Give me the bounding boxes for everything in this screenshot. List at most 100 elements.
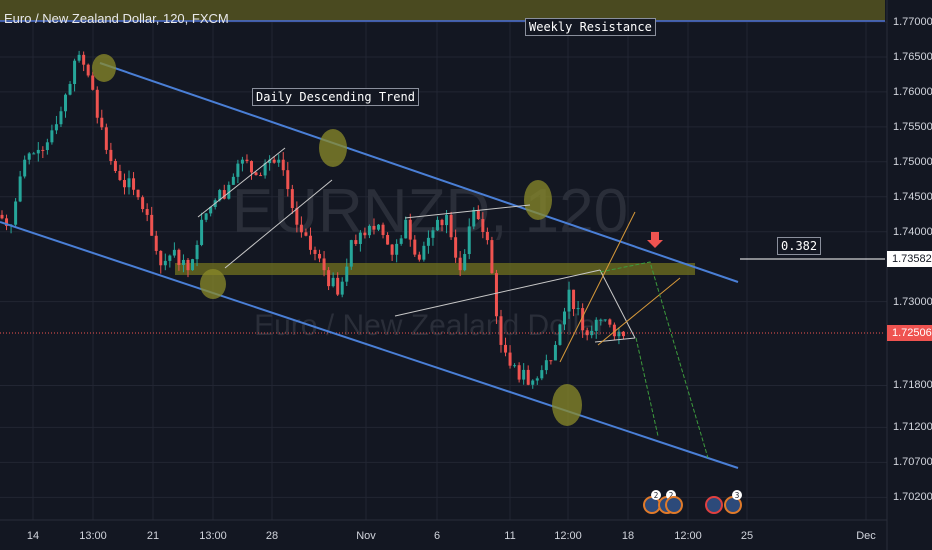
wedge-lines[interactable]	[559, 211, 681, 363]
candle-body	[18, 176, 22, 202]
candle-body	[295, 208, 299, 225]
weekly-resistance-label[interactable]: Weekly Resistance	[525, 18, 656, 36]
candle	[91, 71, 95, 91]
candle-body	[259, 175, 263, 177]
candle-body	[231, 176, 235, 185]
candle	[526, 365, 530, 386]
candle	[349, 239, 353, 270]
price-label: 1.76000	[893, 85, 932, 98]
candle-body	[599, 319, 603, 321]
candle	[272, 156, 276, 164]
price-label: 1.77000	[893, 16, 932, 28]
time-label: 21	[146, 530, 160, 542]
highlight-circle	[552, 384, 582, 426]
candle-body	[304, 232, 308, 236]
candle	[240, 156, 244, 172]
price-label: 1.74000	[893, 225, 932, 238]
candle-body	[581, 308, 585, 331]
time-label: 12:00	[674, 530, 702, 542]
candle	[77, 50, 81, 63]
candle-body	[435, 219, 439, 231]
projection-arrows[interactable]	[599, 261, 709, 459]
candle	[177, 248, 181, 271]
candle-body	[504, 344, 508, 353]
candle-body	[236, 163, 240, 177]
candle-body	[32, 153, 36, 155]
candle-body	[494, 273, 498, 317]
candle-body	[336, 277, 340, 295]
candle	[313, 246, 317, 261]
candle	[73, 58, 77, 92]
candle	[395, 239, 399, 263]
candle-body	[82, 54, 86, 65]
candle	[549, 360, 553, 365]
candle-body	[395, 243, 399, 255]
lower-channel-line[interactable]	[0, 221, 739, 469]
candle-body	[608, 319, 612, 325]
candle	[268, 155, 272, 171]
candle-body	[445, 214, 449, 226]
daily-trend-label[interactable]: Daily Descending Trend	[252, 88, 419, 106]
time-label: 13:00	[199, 530, 227, 542]
candle-body	[331, 277, 335, 287]
candle-body	[86, 64, 90, 76]
candle-body	[59, 111, 63, 125]
candle	[64, 93, 68, 118]
candle	[576, 300, 580, 316]
candle	[494, 269, 498, 324]
candle	[54, 115, 58, 135]
candle	[504, 337, 508, 357]
candle	[417, 251, 421, 262]
economic-events[interactable]: 2 2 3	[643, 490, 742, 514]
event-flag-icon[interactable]	[665, 496, 683, 514]
candle	[5, 214, 9, 231]
candle	[41, 146, 45, 159]
upper-channel-line[interactable]	[99, 62, 739, 283]
candle-body	[150, 214, 154, 236]
candle-body	[526, 369, 530, 385]
event-count: 3	[735, 491, 740, 500]
weekly-resistance-zone[interactable]	[0, 0, 885, 21]
time-label: 13:00	[79, 530, 107, 542]
candle	[286, 162, 290, 197]
candle-body	[0, 214, 4, 219]
candle	[122, 173, 126, 195]
candle-body	[327, 270, 331, 287]
candle	[259, 172, 263, 177]
event-flag-icon[interactable]: 2	[643, 490, 661, 514]
candle	[249, 160, 253, 180]
candle	[195, 240, 199, 267]
candle	[231, 173, 235, 185]
candle	[358, 230, 362, 252]
candle-body	[68, 84, 72, 95]
candle-body	[122, 179, 126, 188]
candle-body	[377, 224, 381, 230]
candle	[204, 212, 208, 223]
candle	[608, 318, 612, 328]
candle	[200, 212, 204, 247]
candle-body	[549, 360, 553, 362]
candle	[372, 218, 376, 235]
grid	[0, 0, 887, 520]
support-zone[interactable]	[175, 263, 695, 275]
candle	[32, 151, 36, 155]
candle	[27, 152, 31, 165]
event-flag-icon[interactable]: 3	[724, 490, 742, 514]
fib-level-label[interactable]: 0.382	[777, 237, 822, 255]
candle	[562, 307, 566, 331]
candle	[467, 218, 471, 260]
price-label: 1.73000	[893, 295, 932, 308]
candle-body	[191, 259, 195, 271]
time-label: 6	[433, 530, 441, 542]
pattern-lines[interactable]	[197, 147, 885, 343]
candle-body	[186, 259, 190, 271]
candle	[481, 212, 485, 239]
candle	[454, 229, 458, 263]
candle-body	[100, 117, 104, 128]
highlight-circle	[319, 129, 347, 167]
candle-body	[64, 94, 68, 112]
candle	[413, 235, 417, 257]
event-flag-icon[interactable]	[705, 496, 723, 514]
candle-body	[490, 240, 494, 274]
